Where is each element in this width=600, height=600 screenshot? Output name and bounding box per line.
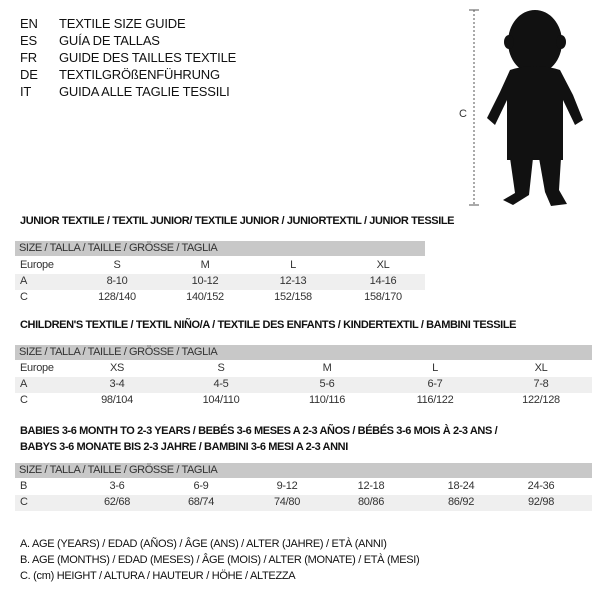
language-code: IT — [20, 84, 32, 99]
babies-title-line1: BABIES 3-6 MONTH TO 2-3 YEARS / BEBÉS 3-… — [20, 425, 498, 437]
table-cell: S — [217, 362, 225, 374]
table-cell: 116/122 — [416, 394, 454, 406]
language-title: GUÍA DE TALLAS — [59, 33, 160, 48]
table-row: A 8-10 10-12 12-13 14-16 — [15, 274, 425, 290]
table-cell: 12-18 — [357, 480, 385, 492]
table-cell: 9-12 — [276, 480, 298, 492]
language-code: EN — [20, 16, 38, 31]
row-label: C — [20, 394, 28, 406]
table-row: C 62/68 68/74 74/80 80/86 86/92 92/98 — [15, 495, 592, 511]
row-label: B — [20, 480, 28, 492]
table-row: C 98/104 104/110 110/116 116/122 122/128 — [15, 393, 592, 409]
table-cell: L — [432, 362, 438, 374]
table-cell: 14-16 — [369, 275, 397, 287]
row-label: C — [20, 291, 28, 303]
row-label: A — [20, 275, 28, 287]
table-cell: 152/158 — [274, 291, 312, 303]
legend-age-months: B. AGE (MONTHS) / EDAD (MESES) / ÂGE (MO… — [20, 554, 420, 566]
table-cell: 6-7 — [427, 378, 443, 390]
table-cell: 3-6 — [109, 480, 125, 492]
height-measure-label: C — [459, 108, 467, 120]
language-code: DE — [20, 67, 38, 82]
table-cell: L — [290, 259, 296, 271]
table-cell: 24-36 — [527, 480, 555, 492]
table-cell: M — [322, 362, 332, 374]
child-silhouette-icon — [469, 9, 583, 206]
babies-size-header: SIZE / TALLA / TAILLE / GRÖSSE / TAGLIA — [15, 463, 592, 478]
legend-age-years: A. AGE (YEARS) / EDAD (AÑOS) / ÂGE (ANS)… — [20, 538, 387, 550]
table-row: C 128/140 140/152 152/158 158/170 — [15, 290, 425, 306]
junior-title: JUNIOR TEXTILE / TEXTIL JUNIOR/ TEXTILE … — [20, 215, 455, 227]
row-label: A — [20, 378, 28, 390]
table-cell: 92/98 — [527, 496, 555, 508]
table-cell: 62/68 — [103, 496, 131, 508]
table-cell: 74/80 — [273, 496, 301, 508]
table-cell: XL — [376, 259, 390, 271]
table-cell: S — [113, 259, 121, 271]
table-cell: 12-13 — [279, 275, 307, 287]
table-cell: 68/74 — [187, 496, 215, 508]
row-label: Europe — [20, 362, 54, 374]
table-cell: 110/116 — [308, 394, 346, 406]
language-title: TEXTILGRÖßENFÜHRUNG — [59, 67, 220, 82]
table-cell: 4-5 — [213, 378, 229, 390]
children-title: CHILDREN'S TEXTILE / TEXTIL NIÑO/A / TEX… — [20, 319, 517, 331]
language-title: GUIDA ALLE TAGLIE TESSILI — [59, 84, 230, 99]
table-cell: 6-9 — [193, 480, 209, 492]
table-cell: 10-12 — [191, 275, 219, 287]
table-row: Europe S M L XL — [15, 258, 425, 274]
legend-height: C. (cm) HEIGHT / ALTURA / HAUTEUR / HÖHE… — [20, 570, 296, 582]
table-cell: 128/140 — [98, 291, 136, 303]
table-cell: 8-10 — [106, 275, 128, 287]
table-row: Europe XS S M L XL — [15, 361, 592, 377]
table-cell: 158/170 — [364, 291, 402, 303]
table-cell: 3-4 — [109, 378, 125, 390]
table-cell: 80/86 — [357, 496, 385, 508]
table-cell: M — [200, 259, 210, 271]
language-code: ES — [20, 33, 37, 48]
table-cell: XS — [109, 362, 125, 374]
row-label: C — [20, 496, 28, 508]
table-cell: XL — [534, 362, 548, 374]
language-title: GUIDE DES TAILLES TEXTILE — [59, 50, 237, 65]
table-cell: 104/110 — [202, 394, 240, 406]
language-title: TEXTILE SIZE GUIDE — [59, 16, 186, 31]
row-label: Europe — [20, 259, 54, 271]
table-cell: 86/92 — [447, 496, 475, 508]
table-cell: 122/128 — [522, 394, 560, 406]
children-size-header: SIZE / TALLA / TAILLE / GRÖSSE / TAGLIA — [15, 345, 592, 360]
table-cell: 5-6 — [319, 378, 335, 390]
junior-size-header: SIZE / TALLA / TAILLE / GRÖSSE / TAGLIA — [15, 241, 425, 256]
table-cell: 98/104 — [101, 394, 133, 406]
table-cell: 140/152 — [186, 291, 224, 303]
table-cell: 7-8 — [533, 378, 549, 390]
table-row: B 3-6 6-9 9-12 12-18 18-24 24-36 — [15, 479, 592, 495]
table-row: A 3-4 4-5 5-6 6-7 7-8 — [15, 377, 592, 393]
language-code: FR — [20, 50, 37, 65]
babies-title-line2: BABYS 3-6 MONATE BIS 2-3 JAHRE / BAMBINI… — [20, 441, 348, 453]
table-cell: 18-24 — [447, 480, 475, 492]
